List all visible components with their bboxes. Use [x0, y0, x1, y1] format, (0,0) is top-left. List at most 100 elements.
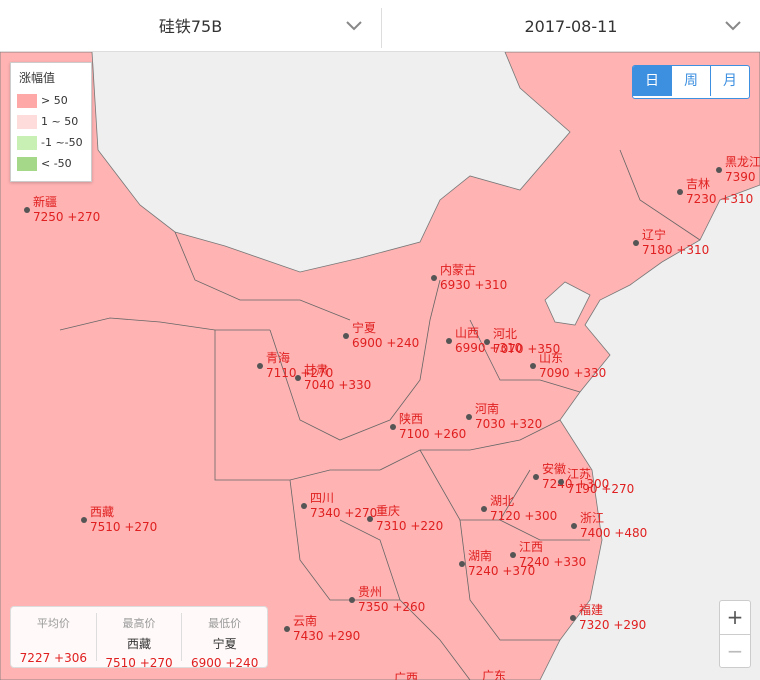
average: 平均价 7227 +306	[11, 613, 96, 665]
highest-province: 西藏	[127, 637, 152, 651]
province-name: 浙江	[580, 511, 604, 525]
chevron	[346, 21, 362, 31]
province-dot	[367, 516, 373, 522]
province-value: 6930 +310	[440, 278, 507, 292]
legend-item: 1 ~ 50	[17, 114, 78, 130]
province-dot	[446, 338, 452, 344]
province-name: 吉林	[686, 177, 710, 191]
province-value: 7400 +480	[580, 526, 647, 540]
province-name: 山西	[455, 326, 479, 340]
province-name: 宁夏	[352, 320, 376, 335]
province-value: 7040 +330	[304, 378, 371, 392]
header: 硅铁75B 2017-08-11	[0, 0, 760, 52]
province-dot	[459, 561, 465, 567]
legend: 涨幅值 > 50 1 ~ 50 -1 ~-50 < -50	[10, 62, 92, 182]
legend-label: < -50	[41, 157, 72, 170]
province-name: 河南	[475, 401, 499, 416]
divider	[381, 8, 382, 48]
summary: 平均价 7227 +306 最高价 西藏 7510 +270 最低价 宁夏 69…	[10, 606, 268, 670]
legend-label: -1 ~-50	[41, 136, 83, 149]
province-value: 7430 +290	[293, 629, 360, 643]
legend-swatch	[17, 157, 37, 171]
province-name: 黑龙江	[725, 155, 760, 169]
lowest-province: 宁夏	[212, 637, 237, 651]
province-name: 辽宁	[642, 227, 666, 242]
province-name: 西藏	[90, 505, 114, 519]
province-dot	[677, 189, 683, 195]
highest-title: 最高价	[122, 617, 156, 630]
legend-label: 1 ~ 50	[41, 115, 79, 128]
province-value: 7230 +310	[686, 192, 753, 206]
zoom-out[interactable]: −	[720, 634, 750, 668]
province-dot	[633, 240, 639, 246]
product-select[interactable]: 硅铁75B	[0, 0, 381, 52]
province-value: 7310 +220	[376, 519, 443, 533]
province-name: 江西	[519, 540, 543, 554]
period-toggle: 日周月	[632, 65, 750, 99]
province-dot	[481, 506, 487, 512]
province-value: 7350 +260	[358, 600, 425, 614]
borders	[59, 149, 701, 680]
province-name: 安徽	[542, 461, 566, 476]
lowest: 最低价 宁夏 6900 +240	[181, 613, 267, 670]
province-dot	[533, 474, 539, 480]
average-value: 7227 +306	[19, 651, 87, 665]
province-name: 河北	[493, 327, 517, 341]
province-name: 新疆	[33, 194, 57, 209]
province-value: 7100 +260	[399, 427, 466, 441]
period-button[interactable]: 月	[710, 66, 749, 96]
province-name: 广东	[482, 669, 506, 680]
province-value: 6900 +240	[352, 336, 419, 350]
province-name: 青海	[266, 350, 290, 365]
province-value: 7320 +290	[579, 618, 646, 632]
province-dot	[343, 333, 349, 339]
legend-swatch	[17, 94, 37, 108]
province-dot	[257, 363, 263, 369]
province-name: 四川	[310, 491, 334, 505]
province-dot	[431, 275, 437, 281]
legend-item: < -50	[17, 156, 72, 172]
province-name: 甘肃	[304, 363, 328, 377]
province-dot	[284, 626, 290, 632]
province-name: 重庆	[376, 504, 400, 518]
province-value: 7120 +300	[490, 509, 557, 523]
province-dot	[570, 615, 576, 621]
lowest-value: 6900 +240	[191, 656, 259, 670]
province-value: 7510 +270	[90, 520, 157, 534]
province-dot	[530, 363, 536, 369]
province-dot	[81, 517, 87, 523]
legend-item: -1 ~-50	[17, 135, 83, 151]
province-dot	[349, 597, 355, 603]
average-title: 平均价	[36, 617, 70, 630]
legend-swatch	[17, 136, 37, 150]
period-button[interactable]: 日	[633, 66, 671, 96]
province-dot	[301, 503, 307, 509]
province-name: 云南	[293, 613, 317, 628]
province-value: 7340 +270	[310, 506, 377, 520]
province-dot	[466, 414, 472, 420]
date: 2017-08-11	[524, 17, 618, 36]
lowest-title: 最低价	[208, 617, 242, 630]
province-value: 7250 +270	[33, 210, 100, 224]
chevron	[725, 21, 741, 31]
province-name: 内蒙古	[440, 262, 476, 277]
date-select[interactable]: 2017-08-11	[382, 0, 760, 52]
highest-value: 7510 +270	[105, 656, 173, 670]
province-name: 湖北	[490, 493, 514, 508]
province-name: 贵州	[358, 585, 382, 599]
province-dot	[295, 375, 301, 381]
province-value: 7390 +310	[725, 170, 760, 184]
province-dot	[484, 339, 490, 345]
legend-swatch	[17, 115, 37, 129]
legend-title: 涨幅值	[19, 71, 56, 85]
zoom-in[interactable]: +	[726, 605, 744, 629]
province-dot	[558, 479, 564, 485]
province-value: 7190 +270	[567, 482, 634, 496]
province-value: 6990 +310	[455, 341, 522, 355]
zoom-control: + −	[719, 600, 751, 668]
province-dot	[571, 523, 577, 529]
period-button[interactable]: 周	[671, 66, 710, 96]
